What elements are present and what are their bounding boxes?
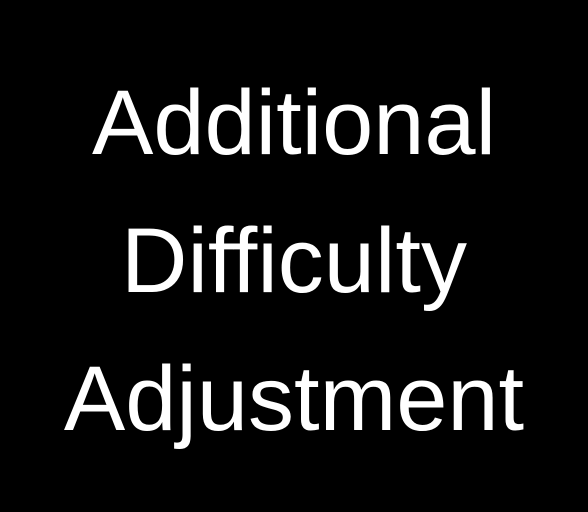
- title-line-3: Adjustment: [63, 348, 525, 450]
- slide-title: Additional Difficulty Adjustment: [0, 54, 588, 468]
- title-line-1: Additional: [91, 72, 497, 174]
- title-line-2: Difficulty: [121, 210, 467, 312]
